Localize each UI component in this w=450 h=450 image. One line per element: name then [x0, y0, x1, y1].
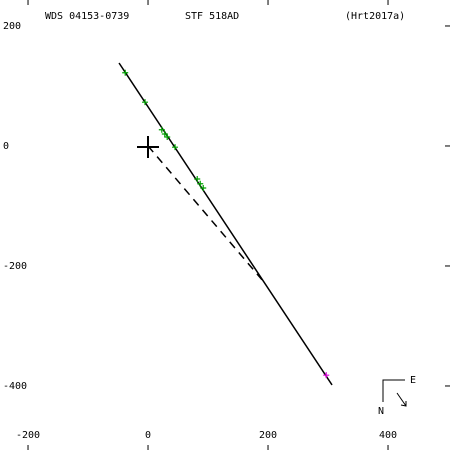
compass-north: N: [378, 406, 384, 417]
point: [142, 99, 149, 106]
x-tick-label: 0: [145, 430, 151, 441]
x-tick-label: 200: [259, 430, 277, 441]
point: [323, 372, 330, 379]
y-tick-label: -400: [3, 381, 27, 392]
compass-arrow: [400, 401, 407, 407]
x-tick-label: -200: [16, 430, 40, 441]
header-name: STF 518AD: [185, 11, 239, 22]
node-line: [147, 145, 263, 281]
point: [158, 126, 165, 133]
compass-axes: [382, 379, 405, 402]
header-wds: WDS 04153-0739: [45, 11, 129, 22]
y-tick-label: 200: [3, 21, 21, 32]
point: [197, 180, 204, 187]
y-tick-label: 0: [3, 141, 9, 152]
x-tick-label: 400: [379, 430, 397, 441]
point: [164, 133, 171, 140]
orbit-line: [118, 62, 333, 386]
point: [122, 69, 129, 76]
point: [194, 175, 201, 182]
header-ref: (Hrt2017a): [345, 11, 405, 22]
point: [172, 144, 179, 151]
compass-arrow: [396, 392, 407, 407]
compass-east: E: [410, 375, 416, 386]
point: [200, 184, 207, 191]
y-tick-label: -200: [3, 261, 27, 272]
